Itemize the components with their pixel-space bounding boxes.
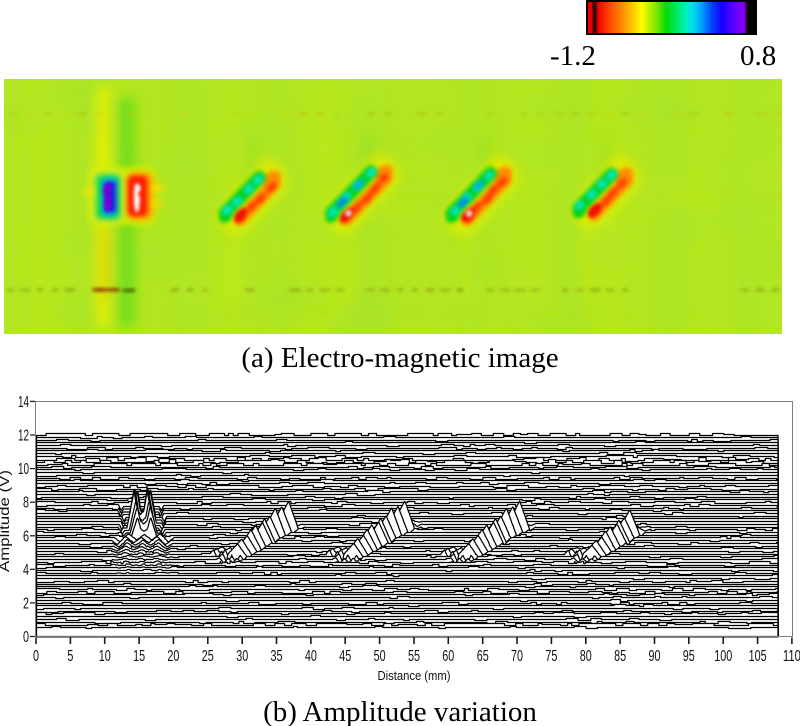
- svg-text:75: 75: [545, 648, 557, 665]
- svg-text:20: 20: [167, 648, 179, 665]
- svg-text:100: 100: [714, 648, 732, 665]
- svg-text:5: 5: [67, 648, 73, 665]
- svg-text:10: 10: [99, 648, 111, 665]
- svg-text:65: 65: [477, 648, 489, 665]
- svg-text:8: 8: [23, 495, 29, 512]
- svg-text:85: 85: [614, 648, 626, 665]
- svg-text:70: 70: [511, 648, 523, 665]
- svg-text:80: 80: [580, 648, 592, 665]
- svg-text:90: 90: [649, 648, 661, 665]
- svg-text:45: 45: [339, 648, 351, 665]
- svg-text:Distance (mm): Distance (mm): [378, 668, 451, 683]
- svg-text:60: 60: [442, 648, 454, 665]
- svg-text:15: 15: [133, 648, 145, 665]
- svg-text:Amplitude (V): Amplitude (V): [0, 470, 12, 572]
- svg-text:35: 35: [271, 648, 283, 665]
- svg-text:4: 4: [23, 562, 29, 579]
- svg-text:0: 0: [33, 648, 39, 665]
- svg-text:30: 30: [236, 648, 248, 665]
- svg-text:10: 10: [18, 461, 29, 478]
- svg-text:25: 25: [202, 648, 214, 665]
- svg-text:0: 0: [23, 629, 29, 646]
- svg-text:12: 12: [18, 428, 29, 445]
- svg-text:105: 105: [749, 648, 767, 665]
- svg-text:6: 6: [23, 528, 29, 545]
- svg-text:110: 110: [783, 648, 800, 665]
- svg-text:50: 50: [374, 648, 386, 665]
- svg-text:40: 40: [305, 648, 317, 665]
- svg-text:14: 14: [18, 394, 29, 411]
- svg-text:2: 2: [23, 595, 29, 612]
- svg-text:55: 55: [408, 648, 420, 665]
- svg-text:95: 95: [683, 648, 695, 665]
